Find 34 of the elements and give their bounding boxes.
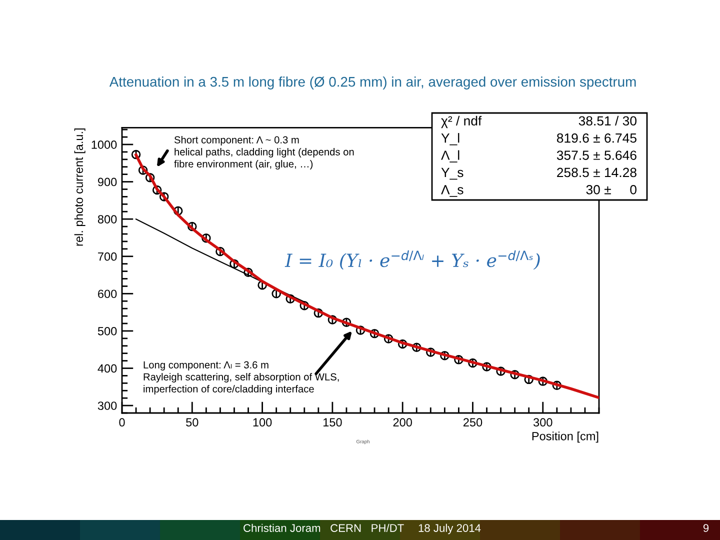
x-axis-title: Position [cm] bbox=[532, 432, 598, 443]
x-tick-label: 250 bbox=[463, 418, 482, 427]
y-tick-label: 700 bbox=[98, 252, 117, 261]
text: Christian Joram CERN PH/DT bbox=[244, 524, 404, 532]
annotation: Y_s bbox=[441, 168, 464, 180]
text: 9 bbox=[703, 524, 709, 532]
annotation: 258.5 ± 14.28 bbox=[557, 168, 636, 178]
annotation: Λ_l bbox=[441, 150, 460, 162]
y-tick-label: 300 bbox=[98, 402, 117, 410]
annotation: Y_l bbox=[441, 133, 460, 146]
x-tick-label: 0 bbox=[119, 418, 125, 427]
annotation: Long component: Λₗ = 3.6 m Rayleigh scattering, self absorption of WLS, imperfection of core/cladding interface bbox=[144, 361, 339, 394]
annotation: 30 ± 0 bbox=[586, 185, 636, 194]
y-axis-title: rel. photo current [a.u.] bbox=[74, 128, 86, 246]
text: 18 July 2014 bbox=[418, 524, 481, 534]
y-tick-label: 900 bbox=[98, 178, 117, 186]
x-tick-label: 50 bbox=[186, 418, 198, 427]
text: 38.51 / 30 bbox=[578, 116, 636, 126]
y-tick-label: 400 bbox=[98, 364, 117, 373]
x-tick-label: 200 bbox=[393, 418, 412, 427]
x-tick-label: 100 bbox=[253, 418, 272, 427]
y-tick-label: 600 bbox=[98, 290, 117, 298]
annotation: I = I₀ (Yₗ · e$^{−d/Λₗ}$ + Yₛ · e$^{−d/Λₛ}$) bbox=[284, 250, 540, 270]
y-tick-label: 800 bbox=[98, 215, 117, 224]
annotation: 357.5 ± 5.646 bbox=[556, 150, 636, 160]
chart-title: Attenuation in a 3.5 m long fibre (Ø 0.25 mm) in air, averaged over emission spectrum bbox=[109, 76, 636, 90]
y-tick-label: 500 bbox=[98, 326, 117, 336]
annotation: χ² / ndf bbox=[441, 116, 482, 128]
x-tick-label: 150 bbox=[323, 418, 342, 427]
annotation: Λ_s bbox=[441, 185, 464, 197]
annotation: 819.6 ± 6.745 bbox=[556, 133, 636, 143]
annotation: Short component: Λ ~ 0.3 m helical paths, cladding light (depends on fibre environment (air, glue, …) bbox=[174, 136, 354, 170]
x-tick-label: 300 bbox=[533, 418, 552, 427]
y-tick-label: 1000 bbox=[92, 140, 117, 149]
